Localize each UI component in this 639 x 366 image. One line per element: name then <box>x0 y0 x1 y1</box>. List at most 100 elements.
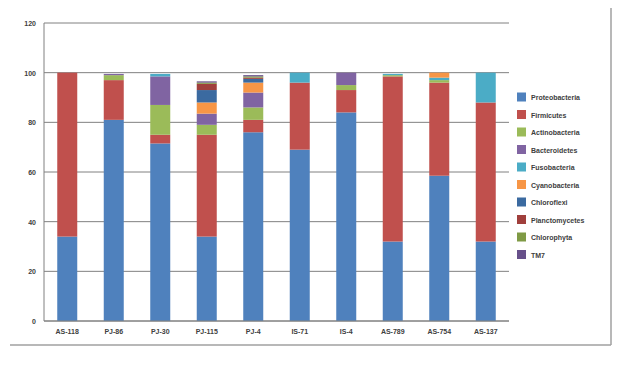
bar-segment <box>243 120 263 132</box>
bar-segment <box>336 72 356 73</box>
legend-label: Proteobacteria <box>531 94 580 101</box>
x-tick-label: AS-118 <box>56 328 79 335</box>
bar-segment <box>57 72 77 73</box>
bar-segment <box>150 73 170 74</box>
bar-segment <box>57 72 77 73</box>
bar-segment <box>383 73 403 74</box>
grid-line <box>44 23 509 24</box>
bar-segment <box>476 72 496 73</box>
bar-segment <box>104 73 124 74</box>
y-axis <box>44 23 45 321</box>
bar-segment <box>383 73 403 74</box>
legend-swatch <box>517 180 526 189</box>
x-tick-label: PJ-115 <box>196 328 218 335</box>
y-tick-label: 0 <box>32 318 36 325</box>
bar-segment <box>57 72 77 73</box>
bar-segment <box>429 72 449 73</box>
y-tick-label: 40 <box>28 219 36 226</box>
bar-segment <box>336 73 356 85</box>
bar-segment <box>150 73 170 74</box>
bar-segment <box>104 73 124 74</box>
bar-segment <box>476 72 496 73</box>
y-tick-label: 120 <box>24 20 36 27</box>
legend-swatch <box>517 128 526 137</box>
legend-swatch <box>517 163 526 172</box>
bar-segment <box>383 73 403 74</box>
bar-segment <box>336 72 356 73</box>
bar-segment <box>336 72 356 73</box>
x-tick-label: PJ-30 <box>151 328 170 335</box>
bar-segment <box>429 72 449 73</box>
bar-segment <box>104 73 124 74</box>
bar-segment <box>429 73 449 78</box>
bar-segment <box>336 85 356 90</box>
bar-segment <box>104 75 124 80</box>
bar-segment <box>336 112 356 321</box>
bar-segment <box>104 73 124 74</box>
x-tick-label: AS-789 <box>381 328 405 335</box>
bar-segment <box>150 73 170 74</box>
x-tick-label: PJ-86 <box>104 328 123 335</box>
chart: 020406080100120AS-118PJ-86PJ-30PJ-115PJ-… <box>0 0 639 366</box>
legend-label: Chloroflexi <box>531 199 568 206</box>
bar-segment <box>383 73 403 74</box>
bar-segment <box>197 114 217 125</box>
bar-segment <box>383 242 403 321</box>
x-tick-label: IS-4 <box>340 328 353 335</box>
bar-segment <box>197 125 217 135</box>
bar-segment <box>290 72 310 73</box>
legend-label: Planctomycetes <box>531 217 584 225</box>
bar-segment <box>429 176 449 321</box>
bar-segment <box>197 90 217 102</box>
bar-segment <box>150 74 170 76</box>
bar-segment <box>243 79 263 83</box>
y-tick-label: 20 <box>28 268 36 275</box>
bar-segment <box>383 74 403 75</box>
legend-label: Cyanobacteria <box>531 182 579 190</box>
legend-label: Chlorophyta <box>531 234 572 242</box>
legend-swatch <box>517 93 526 102</box>
x-tick-label: IS-71 <box>291 328 308 335</box>
bar-segment <box>290 83 310 150</box>
bars <box>57 73 496 321</box>
bar-segment <box>290 72 310 73</box>
y-tick-label: 80 <box>28 119 36 126</box>
bar-segment <box>197 237 217 321</box>
bar-segment <box>104 73 124 74</box>
bar-segment <box>150 73 170 74</box>
bar-segment <box>336 72 356 73</box>
bar-segment <box>290 150 310 321</box>
bar-segment <box>243 83 263 93</box>
bar-segment <box>57 72 77 73</box>
legend-label: Actinobacteria <box>531 129 580 136</box>
bar-segment <box>243 75 263 76</box>
bar-segment <box>290 72 310 73</box>
bar-segment <box>197 135 217 237</box>
bar-segment <box>243 76 263 77</box>
bar-segment <box>57 73 77 237</box>
bar-segment <box>104 80 124 120</box>
frame <box>10 344 611 346</box>
bar-segment <box>57 72 77 73</box>
bar-segment <box>57 72 77 73</box>
x-tick-label: PJ-4 <box>246 328 261 335</box>
bar-segment <box>104 120 124 321</box>
bar-segment <box>150 76 170 105</box>
bar-segment <box>243 93 263 108</box>
bar-segment <box>150 143 170 321</box>
bar-segment <box>336 72 356 73</box>
bar-segment <box>150 73 170 74</box>
bar-segment <box>197 102 217 113</box>
legend-label: TM7 <box>531 252 545 259</box>
legend-swatch <box>517 250 526 259</box>
legend-swatch <box>517 145 526 154</box>
bar-segment <box>104 74 124 75</box>
legend-swatch <box>517 215 526 224</box>
bar-segment <box>383 76 403 241</box>
bar-segment <box>197 84 217 90</box>
grid-line <box>44 321 509 322</box>
bar-segment <box>150 105 170 135</box>
bar-segment <box>383 75 403 76</box>
x-tick-label: AS-137 <box>474 328 498 335</box>
legend-label: Firmicutes <box>531 112 567 119</box>
